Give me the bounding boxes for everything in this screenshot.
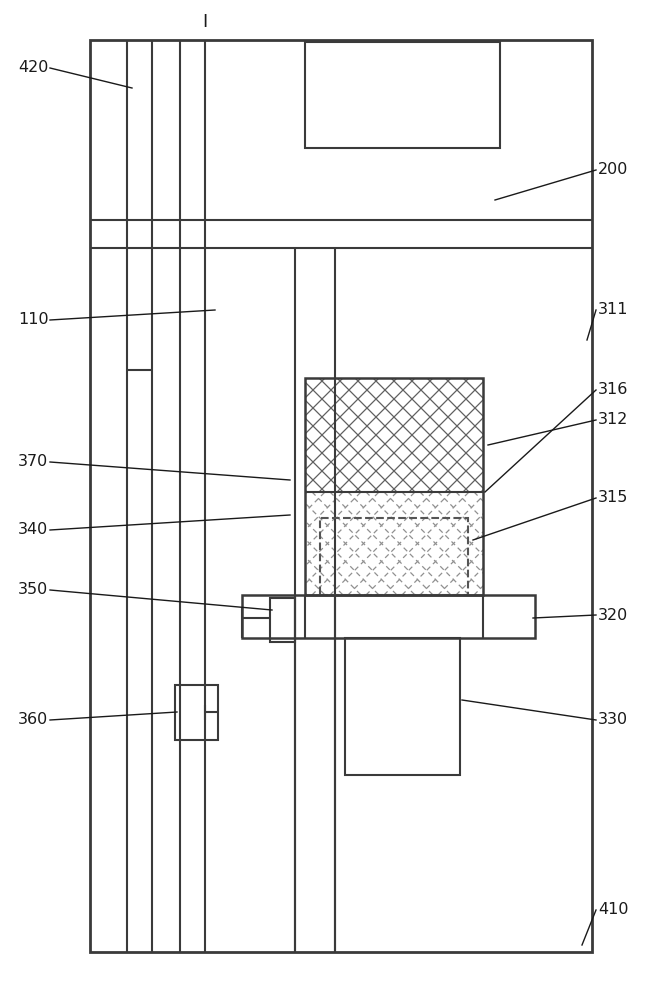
Bar	[242, 595, 535, 638]
Text: 110: 110	[18, 312, 49, 328]
Text: 410: 410	[598, 902, 628, 918]
Text: 320: 320	[598, 607, 628, 622]
Text: 315: 315	[598, 490, 628, 506]
Text: 350: 350	[18, 582, 48, 597]
Text: 340: 340	[18, 522, 48, 538]
Text: 311: 311	[598, 302, 628, 318]
Text: 360: 360	[18, 712, 48, 728]
Text: 370: 370	[18, 454, 48, 470]
Text: 312: 312	[598, 412, 628, 428]
Bar	[345, 638, 460, 775]
Bar	[320, 518, 468, 595]
Bar	[270, 598, 295, 642]
Bar	[305, 378, 483, 595]
Text: 200: 200	[598, 162, 628, 178]
Text: 420: 420	[18, 60, 48, 76]
Text: I: I	[202, 13, 208, 31]
Bar	[305, 42, 500, 148]
Text: 330: 330	[598, 712, 628, 728]
Text: 316: 316	[598, 382, 628, 397]
Bar	[90, 40, 592, 952]
Bar	[175, 685, 218, 740]
